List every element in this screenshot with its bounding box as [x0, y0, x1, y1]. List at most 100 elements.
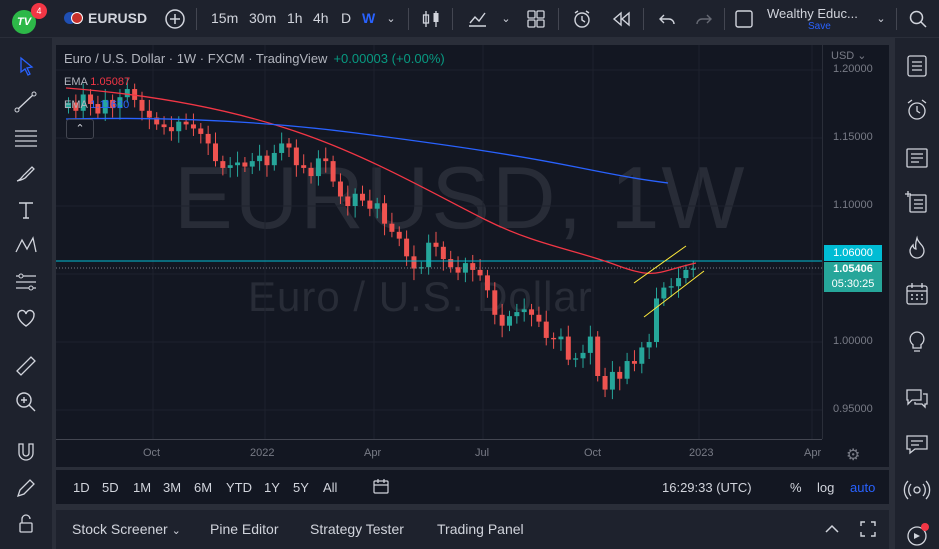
chart-pane[interactable]: EURUSD, 1W Euro / U.S. Dollar Euro / U.S… — [56, 45, 889, 467]
zoom-in-icon[interactable] — [12, 388, 40, 416]
text-tool-icon[interactable] — [12, 196, 40, 224]
replay-icon[interactable] — [610, 8, 632, 30]
help-icon[interactable] — [903, 522, 931, 549]
timeframe-1h[interactable]: 1h — [287, 10, 303, 26]
range-1m[interactable]: 1M — [133, 480, 152, 495]
ema-fast-legend[interactable]: EMA 1.05087 — [64, 76, 131, 88]
candle-body — [587, 336, 593, 353]
pencil-lock-icon[interactable] — [12, 474, 40, 502]
candle-body — [235, 162, 241, 166]
tradingview-logo[interactable]: TV 4 — [12, 3, 47, 34]
calendar-icon[interactable] — [903, 280, 931, 308]
chats-icon[interactable] — [903, 384, 931, 412]
search-icon[interactable] — [907, 8, 929, 30]
tab-stock-screener[interactable]: Stock Screener ⌄ — [72, 521, 181, 537]
range-5y[interactable]: 5Y — [293, 480, 309, 495]
time-tick: 2023 — [689, 447, 714, 459]
candle-body — [499, 314, 505, 326]
trend-line-icon[interactable] — [12, 88, 40, 116]
candle-body — [484, 275, 490, 291]
range-1y[interactable]: 1Y — [264, 480, 280, 495]
news-icon[interactable] — [903, 144, 931, 172]
redo-icon[interactable] — [693, 8, 715, 30]
symbol-search-button[interactable]: EURUSD — [64, 10, 147, 26]
time-axis[interactable]: Oct 2022 Apr Jul Oct 2023 Apr — [56, 439, 822, 467]
percent-toggle[interactable]: % — [790, 480, 802, 495]
tab-pine-editor[interactable]: Pine Editor — [210, 521, 279, 537]
grid-lines — [56, 45, 822, 439]
candles-chart-type-icon[interactable] — [420, 8, 442, 30]
tab-strategy-tester[interactable]: Strategy Tester — [310, 521, 404, 537]
indicators-icon[interactable] — [466, 8, 488, 30]
brush-icon[interactable] — [12, 160, 40, 188]
price-tick: 1.10000 — [833, 199, 873, 211]
calendar-goto-icon[interactable] — [372, 478, 390, 499]
range-all[interactable]: All — [323, 480, 338, 495]
candle-body — [654, 298, 659, 342]
range-3m[interactable]: 3M — [163, 480, 182, 495]
maximize-icon[interactable] — [858, 519, 878, 542]
candle-body — [117, 97, 123, 109]
range-6m[interactable]: 6M — [194, 480, 213, 495]
chevron-down-icon[interactable]: ⌄ — [386, 13, 396, 25]
magnet-icon[interactable] — [12, 438, 40, 466]
save-link[interactable]: Save — [808, 21, 831, 32]
heart-icon[interactable] — [12, 304, 40, 332]
hotlist-fire-icon[interactable] — [903, 234, 931, 262]
candle-body — [220, 161, 226, 168]
time-tick: Apr — [804, 447, 822, 459]
pattern-tool-icon[interactable] — [12, 232, 40, 260]
chevron-up-icon[interactable] — [822, 519, 842, 542]
undo-icon[interactable] — [656, 8, 678, 30]
divider — [724, 8, 725, 30]
add-symbol-icon[interactable] — [164, 8, 186, 30]
tab-trading-panel[interactable]: Trading Panel — [437, 521, 524, 537]
timeframe-w[interactable]: W — [362, 10, 376, 26]
cursor-icon[interactable] — [12, 52, 40, 80]
gear-icon[interactable]: ⚙ — [846, 447, 861, 464]
alert-clock-icon[interactable] — [571, 8, 593, 30]
divider — [196, 8, 197, 30]
range-1d[interactable]: 1D — [73, 480, 90, 495]
chevron-down-icon[interactable]: ⌄ — [876, 13, 886, 25]
log-toggle[interactable]: log — [817, 480, 835, 495]
lock-icon[interactable] — [12, 510, 40, 538]
add-list-icon[interactable] — [903, 188, 931, 216]
price-tick: 1.20000 — [833, 63, 873, 75]
timeframe-15m[interactable]: 15m — [211, 10, 239, 26]
timeframe-d[interactable]: D — [341, 10, 352, 26]
candle-body — [609, 371, 615, 390]
message-icon[interactable] — [903, 430, 931, 458]
ema-slow-line — [65, 117, 669, 184]
currency-label[interactable]: USD ⌄ — [831, 50, 867, 62]
candle-body — [631, 361, 637, 364]
lightbulb-icon[interactable] — [903, 328, 931, 356]
candle-body — [595, 336, 601, 376]
candle-body — [565, 336, 571, 360]
range-5d[interactable]: 5D — [102, 480, 119, 495]
ema-slow-legend[interactable]: EMA 1.11620 — [64, 99, 130, 111]
price-plot[interactable] — [56, 45, 822, 439]
prediction-tool-icon[interactable] — [12, 268, 40, 296]
templates-grid-icon[interactable] — [525, 8, 547, 30]
range-ytd[interactable]: YTD — [226, 480, 252, 495]
candle-body — [205, 133, 211, 144]
watchlist-icon[interactable] — [903, 52, 931, 80]
candle-body — [551, 337, 557, 340]
layout-square-icon[interactable] — [733, 8, 755, 30]
price-tick: 0.95000 — [833, 403, 873, 415]
fib-retracement-icon[interactable] — [12, 124, 40, 152]
auto-toggle[interactable]: auto — [850, 480, 876, 495]
timeframe-30m[interactable]: 30m — [249, 10, 277, 26]
utc-clock[interactable]: 16:29:33 (UTC) — [662, 480, 752, 495]
candle-body — [301, 165, 307, 168]
chevron-down-icon[interactable]: ⌄ — [501, 13, 511, 25]
candle-body — [161, 124, 167, 128]
timeframe-4h[interactable]: 4h — [313, 10, 329, 26]
streams-icon[interactable] — [903, 476, 931, 504]
collapse-legend-button[interactable]: ⌃ — [66, 119, 94, 139]
price-axis[interactable]: USD ⌄ 1.20000 1.15000 1.10000 1.00000 0.… — [822, 45, 889, 439]
layout-name[interactable]: Wealthy Educ... — [767, 6, 858, 21]
alarm-clock-icon[interactable] — [903, 96, 931, 124]
ruler-icon[interactable] — [12, 352, 40, 380]
